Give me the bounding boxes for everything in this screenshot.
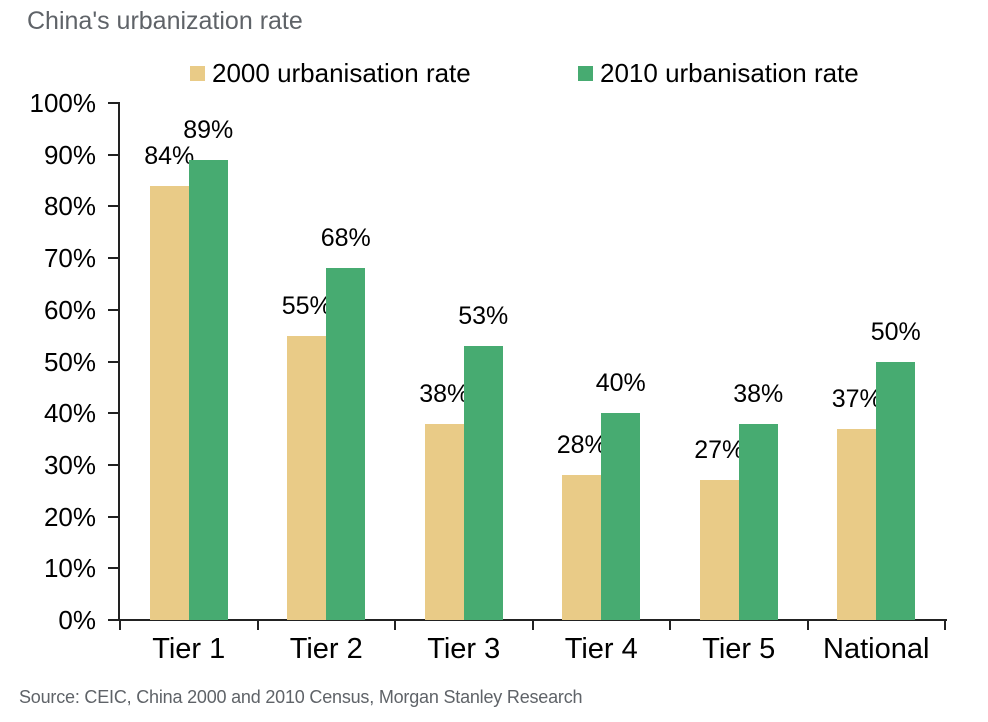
bar-2010-tier-2 xyxy=(326,268,366,620)
bar-2010-tier-1 xyxy=(188,159,228,620)
bar-2000-tier-5 xyxy=(699,480,739,620)
x-category-label: Tier 3 xyxy=(427,633,501,665)
y-axis-tick xyxy=(108,153,120,156)
y-axis-tick-label: 20% xyxy=(43,501,96,532)
bar-2010-national xyxy=(876,361,916,620)
x-category-label: Tier 2 xyxy=(289,633,363,665)
bar-2010-tier-4 xyxy=(601,413,641,620)
legend-swatch-icon xyxy=(578,65,593,81)
y-axis-tick-label: 10% xyxy=(43,553,96,584)
bar-value-label-2010-national: 50% xyxy=(870,317,921,346)
y-axis-tick xyxy=(108,515,120,518)
y-axis-tick xyxy=(108,360,120,363)
legend-label: 2000 urbanisation rate xyxy=(212,57,471,88)
x-axis-tick xyxy=(944,620,946,630)
legend-item: 2010 urbanisation rate xyxy=(578,58,859,88)
y-axis-tick-label: 0% xyxy=(58,605,96,635)
bar-value-label-2000-tier-1: 84% xyxy=(144,141,195,170)
legend-item: 2000 urbanisation rate xyxy=(190,58,471,88)
legend-label: 2010 urbanisation rate xyxy=(600,57,859,88)
bar-value-label-2000-tier-5: 27% xyxy=(694,436,745,465)
source-note: Source: CEIC, China 2000 and 2010 Census… xyxy=(19,687,583,707)
bar-value-label-2000-tier-3: 38% xyxy=(419,379,470,408)
x-category-label: Tier 1 xyxy=(152,633,226,665)
bar-value-label-2010-tier-2: 68% xyxy=(320,224,371,253)
bar-value-label-2010-tier-1: 89% xyxy=(183,115,234,144)
bar-value-label-2000-tier-2: 55% xyxy=(281,291,332,320)
bar-value-label-2000-national: 37% xyxy=(831,384,882,413)
y-axis-tick-label: 60% xyxy=(43,294,96,325)
y-axis-tick xyxy=(108,308,120,311)
y-axis-tick-label: 90% xyxy=(43,139,96,170)
bar-2000-tier-1 xyxy=(149,185,189,620)
x-axis-tick xyxy=(119,620,121,630)
x-axis-tick xyxy=(394,620,396,630)
y-axis-tick xyxy=(108,102,120,104)
y-axis-tick xyxy=(108,205,120,208)
bar-value-label-2010-tier-3: 53% xyxy=(458,301,509,330)
x-axis-tick xyxy=(806,620,809,630)
y-axis-tick xyxy=(108,619,120,621)
y-axis-tick-label: 50% xyxy=(43,346,96,377)
bar-2000-tier-3 xyxy=(424,423,464,620)
bar-2010-tier-5 xyxy=(738,423,778,620)
bar-2000-tier-4 xyxy=(562,475,602,620)
y-axis-tick-label: 40% xyxy=(43,398,96,429)
y-axis-tick-label: 100% xyxy=(29,88,97,118)
bar-value-label-2010-tier-4: 40% xyxy=(595,369,646,398)
x-category-label: Tier 5 xyxy=(702,633,776,665)
x-axis-tick xyxy=(669,620,671,630)
bar-2010-tier-3 xyxy=(463,345,503,620)
bar-2000-national xyxy=(837,428,877,620)
chart-title: China's urbanization rate xyxy=(27,7,303,35)
y-axis-tick xyxy=(108,567,120,570)
y-axis-tick-label: 30% xyxy=(43,449,96,480)
y-axis-tick-label: 80% xyxy=(43,191,96,222)
legend-swatch-icon xyxy=(190,65,205,81)
bar-value-label-2010-tier-5: 38% xyxy=(733,379,784,408)
x-category-label: National xyxy=(823,633,930,665)
y-axis-tick xyxy=(108,463,120,466)
bar-value-label-2000-tier-4: 28% xyxy=(556,431,607,460)
y-axis-tick xyxy=(108,412,120,415)
y-axis-tick xyxy=(108,257,120,260)
x-axis-tick xyxy=(256,620,259,630)
y-axis-tick-label: 70% xyxy=(43,243,96,274)
x-axis-tick xyxy=(531,620,534,630)
x-category-label: Tier 4 xyxy=(564,633,638,665)
bar-2000-tier-2 xyxy=(287,335,327,620)
